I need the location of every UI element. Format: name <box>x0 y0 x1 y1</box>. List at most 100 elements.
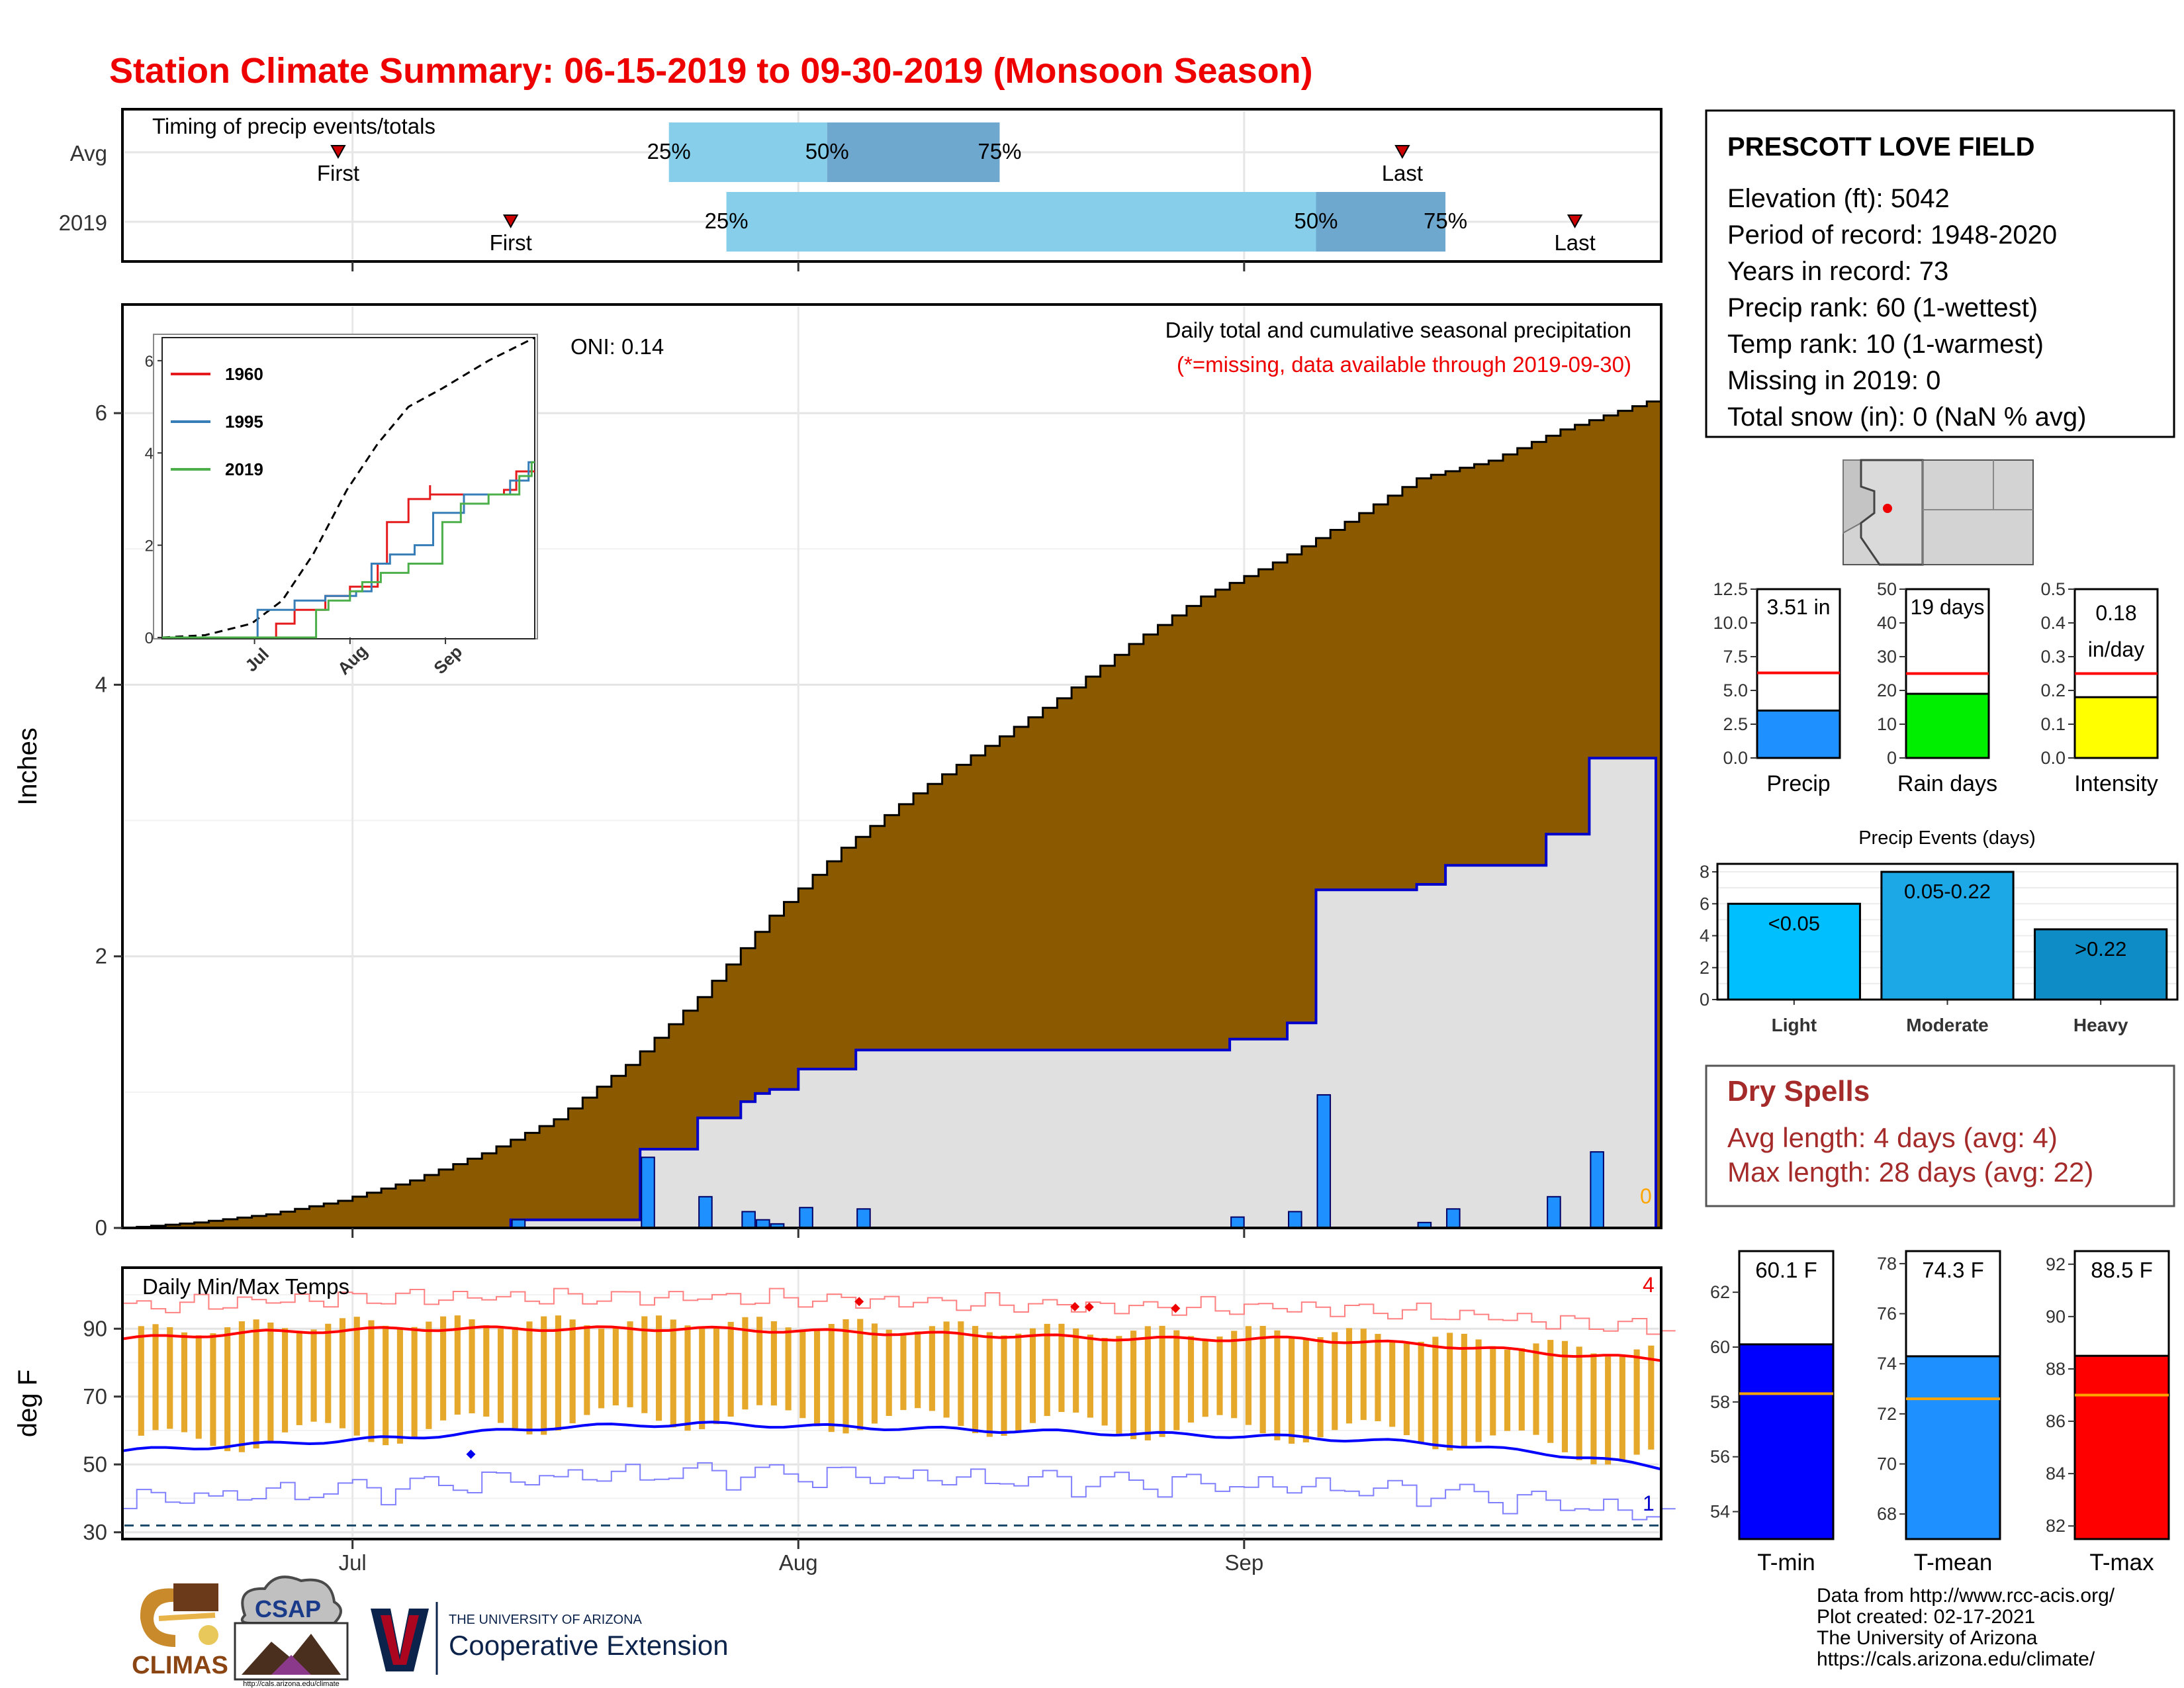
mini-chart-label: Precip <box>1766 771 1830 796</box>
locator-map <box>1843 459 2034 566</box>
record-min-line <box>122 1462 1676 1521</box>
record-max-line <box>122 1288 1676 1335</box>
first-event-label: First <box>490 230 532 255</box>
mini-ytick-label: 20 <box>1877 680 1897 700</box>
daily-temp-bar <box>958 1321 964 1427</box>
station-line: Period of record: 1948-2020 <box>1727 220 2057 250</box>
mini-chart-label: Rain days <box>1897 771 1997 796</box>
daily-temp-bar <box>555 1315 561 1431</box>
mini-chart-precip: 0.0 2.5 5.0 7.5 10.0 12.5 3.51 in Precip <box>1713 579 1841 796</box>
temp-summary-ytick-label: 60 <box>1710 1337 1730 1357</box>
daily-temp-bar <box>598 1329 605 1409</box>
daily-temp-bar <box>267 1322 274 1441</box>
temp-summary-bar <box>2073 1354 2170 1540</box>
temp-summary-ytick-label: 56 <box>1710 1447 1730 1467</box>
avg-max-temp-line <box>122 1325 1662 1362</box>
daily-temp-bar <box>1173 1330 1180 1430</box>
credit-line: Data from http://www.rcc-acis.org/ <box>1817 1585 2115 1607</box>
daily-temp-bar <box>1101 1338 1108 1426</box>
dry-spells-avg: Avg length: 4 days (avg: 4) <box>1727 1122 2058 1153</box>
mini-chart-label: Intensity <box>2074 771 2158 796</box>
daily-temp-bar <box>167 1327 173 1429</box>
daily-temp-bar <box>1044 1323 1050 1417</box>
climas-label: CLIMAS <box>132 1652 228 1679</box>
inset-legend-label: 1960 <box>225 364 263 384</box>
temp-summary-bar <box>1738 1343 1835 1540</box>
events-plot-frame <box>1716 863 2179 1001</box>
precip-ytick-label: 6 <box>95 400 107 425</box>
mini-ytick-label: 10 <box>1877 714 1897 734</box>
date-tick-label: Aug <box>779 1550 818 1575</box>
daily-temp-bar <box>1504 1350 1511 1431</box>
daily-temp-bar <box>195 1335 202 1439</box>
events-ytick-label: 8 <box>1700 862 1709 882</box>
date-tick-label: Sep <box>1225 1550 1264 1575</box>
daily-temp-bar <box>396 1329 403 1444</box>
daily-temp-bar <box>929 1326 935 1411</box>
temp-ylabel: deg F <box>13 1370 42 1437</box>
precip-events-chart: Precip Events (days) 0 2 4 6 8 <0.05 Light 0.05-… <box>1700 827 2179 1035</box>
daily-temp-bar <box>972 1326 979 1434</box>
daily-temp-bar <box>325 1323 332 1423</box>
daily-temp-bar <box>900 1333 907 1411</box>
temp-summary-ytick-label: 68 <box>1877 1504 1897 1524</box>
daily-temp-bar <box>1533 1343 1539 1435</box>
temp-summary-t-mean: 68 70 72 74 76 78 74.3 F T-mean <box>1877 1250 2001 1575</box>
temp-summary-ytick-label: 54 <box>1710 1502 1730 1522</box>
credit-line: The University of Arizona <box>1817 1627 2038 1649</box>
precip-ylabel: Inches <box>13 727 42 806</box>
temp-summary-ytick-label: 84 <box>2046 1464 2066 1483</box>
daily-temp-bar <box>699 1329 705 1430</box>
daily-temp-bar <box>1187 1336 1195 1423</box>
daily-temp-bar <box>1058 1323 1065 1413</box>
daily-temp-bar <box>612 1327 619 1406</box>
mini-value-label: 19 days <box>1910 595 1984 619</box>
temp-ytick-label: 30 <box>83 1520 107 1544</box>
mini-ytick-label: 7.5 <box>1723 647 1748 667</box>
credit-line: https://cals.arizona.edu/climate/ <box>1817 1648 2095 1670</box>
daily-temp-bar <box>339 1318 346 1429</box>
mini-ytick-label: 40 <box>1877 613 1897 633</box>
dry-spells-title: Dry Spells <box>1727 1075 1870 1107</box>
mini-value-unit: in/day <box>2088 637 2144 661</box>
temp-summary-value: 60.1 F <box>1755 1258 1817 1282</box>
temp-summary-label: T-mean <box>1914 1550 1993 1575</box>
inset-year-line <box>162 461 535 639</box>
daily-precip-bar <box>641 1156 655 1229</box>
daily-temp-bar <box>627 1321 633 1407</box>
first-event-marker <box>502 214 519 229</box>
daily-temp-bar <box>411 1327 418 1438</box>
temp-summary-bar <box>1905 1355 2001 1540</box>
station-line: Total snow (in): 0 (NaN % avg) <box>1727 402 2086 432</box>
mini-value-bar <box>1756 709 1841 759</box>
temp-summary-label: T-min <box>1757 1550 1815 1575</box>
events-bar <box>1880 870 2015 1001</box>
daily-temp-bar <box>1648 1345 1655 1450</box>
station-line: Elevation (ft): 5042 <box>1727 184 1950 213</box>
p75-label: 75% <box>1424 209 1467 233</box>
timing-panel: Timing of precip events/totals 25% 50% 75%… <box>59 108 1662 271</box>
temp-summary-value: 88.5 F <box>2091 1258 2153 1282</box>
mini-ytick-label: 50 <box>1877 579 1897 599</box>
inset-ytick-label: 4 <box>145 445 154 463</box>
daily-temp-bar <box>1130 1331 1137 1440</box>
daily-temp-bar <box>1345 1328 1353 1424</box>
daily-temp-bar <box>440 1316 447 1421</box>
daily-precip-bar <box>1547 1196 1561 1229</box>
daily-precip-bar <box>1446 1208 1461 1229</box>
daily-temp-bar <box>1029 1328 1036 1423</box>
temp-summary-ytick-label: 72 <box>1877 1404 1897 1424</box>
precip-ytick-label: 4 <box>95 672 107 696</box>
mini-value-label: 0.18 <box>2095 601 2136 625</box>
daily-precip-bar <box>856 1208 871 1229</box>
mini-ytick-label: 12.5 <box>1713 579 1748 599</box>
station-location-marker <box>1883 504 1892 513</box>
station-info-box: PRESCOTT LOVE FIELD Elevation (ft): 5042… <box>1705 109 2175 438</box>
iqr-lower-bar <box>668 122 827 182</box>
p25-label: 25% <box>647 139 691 164</box>
daily-temp-bar <box>655 1315 662 1421</box>
temp-summary-ytick-label: 70 <box>1877 1454 1897 1474</box>
mini-ytick-label: 0.0 <box>2040 748 2066 768</box>
daily-temp-bar <box>1475 1339 1482 1442</box>
inset-legend-label: 1995 <box>225 412 263 432</box>
